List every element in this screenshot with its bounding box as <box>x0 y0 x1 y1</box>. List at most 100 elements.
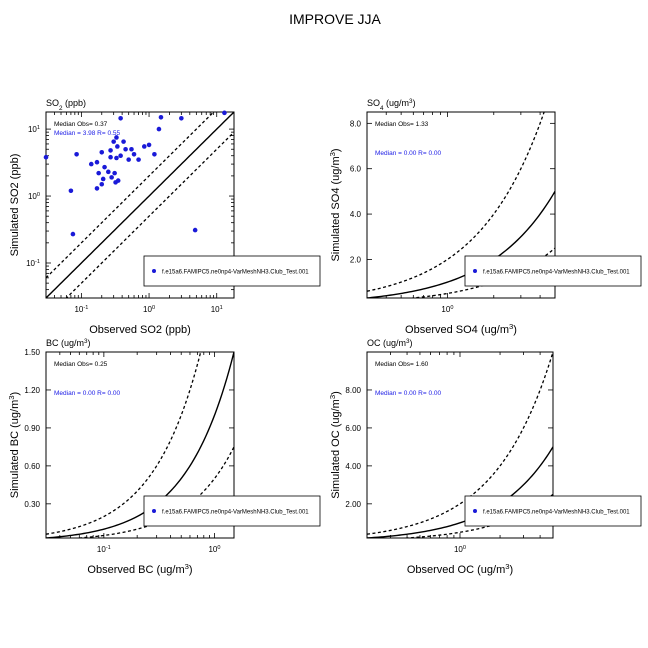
one-to-two-line <box>70 446 234 538</box>
data-point <box>109 175 114 180</box>
one-to-one-line <box>367 191 555 298</box>
data-point <box>146 142 152 148</box>
y-tick-label: 2.00 <box>345 500 361 509</box>
y-axis-label: Simulated SO4 (ug/m3) <box>328 148 343 261</box>
data-point <box>136 157 141 162</box>
data-point <box>152 152 157 157</box>
y-tick-label: 8.0 <box>350 119 362 128</box>
x-tick-label: 101 <box>211 305 223 314</box>
y-tick-label: 4.00 <box>345 462 361 471</box>
x-tick-label: 10-1 <box>97 545 111 554</box>
x-tick-label: 100 <box>143 305 155 314</box>
y-tick-label: 101 <box>28 125 40 134</box>
legend-box <box>143 495 321 527</box>
data-point <box>121 139 126 144</box>
legend-label: f.e15a6.FAMIPC5.ne0np4-VarMeshNH3.Club_T… <box>162 270 309 276</box>
x-axis-label: Observed OC (ug/m3) <box>407 562 513 577</box>
panel-2: 100 2.0 4.0 6.0 8.0 SO4 (ug/m3) Observed SO4 (… <box>328 98 642 337</box>
panel-4: 100 2.00 4.00 6.00 8.00 OC (ug/m3) Observed OC… <box>328 338 642 577</box>
data-point <box>115 178 121 183</box>
legend-marker <box>473 269 477 273</box>
median-obs-text: Median Obs= 1.33 <box>375 121 429 128</box>
one-to-one-line <box>46 112 234 298</box>
data-point <box>114 155 119 161</box>
x-tick-label: 10-1 <box>74 305 88 314</box>
legend-box <box>464 495 642 527</box>
plot-frame <box>45 351 235 539</box>
two-to-one-line <box>46 112 215 279</box>
median-model-text: Median = 3.98 R= 0.55 <box>54 130 121 137</box>
data-point <box>100 176 106 182</box>
legend-label: f.e15a6.FAMIPC5.ne0np4-VarMeshNH3.Club_T… <box>483 510 630 516</box>
panel-3: 10-1 100 0.30 0.60 0.90 1.20 1.50 BC (ug/m3) Obs… <box>7 338 321 576</box>
y-tick-label: 0.60 <box>24 462 40 471</box>
data-point <box>94 186 100 191</box>
y-axis-label: Simulated BC (ug/m3) <box>7 392 22 498</box>
median-model-text: Median = 0.00 R= 0.00 <box>54 390 121 397</box>
legend-marker <box>152 269 156 273</box>
data-point <box>118 115 123 121</box>
one-to-two-line <box>65 131 234 298</box>
x-axis-label: Observed SO2 (ppb) <box>89 324 191 336</box>
y-axis-label: Simulated OC (ug/m3) <box>328 391 343 499</box>
data-point <box>222 110 227 116</box>
data-point <box>94 159 100 165</box>
data-point <box>129 146 134 152</box>
data-point <box>88 161 94 167</box>
data-point <box>111 139 116 144</box>
legend-label: f.e15a6.FAMIPC5.ne0np4-VarMeshNH3.Club_T… <box>162 510 309 516</box>
y-tick-label: 10-1 <box>26 259 40 268</box>
x-tick-label: 100 <box>208 545 220 554</box>
plot-frame <box>45 111 235 299</box>
y-tick-label: 0.90 <box>24 424 40 433</box>
one-to-one-line <box>46 352 234 538</box>
data-point <box>102 164 107 170</box>
legend-marker <box>152 509 156 513</box>
data-point <box>99 150 105 155</box>
panel-title: OC (ug/m3) <box>367 338 413 349</box>
data-point <box>99 181 105 187</box>
one-to-one-line <box>367 446 553 538</box>
data-point <box>192 227 198 233</box>
y-tick-label: 6.0 <box>350 165 362 174</box>
legend-box <box>464 255 642 287</box>
median-obs-text: Median Obs= 0.37 <box>54 121 108 128</box>
y-tick-label: 6.00 <box>345 424 361 433</box>
two-to-one-line <box>46 352 202 535</box>
y-tick-label: 1.20 <box>24 386 40 395</box>
median-model-text: Median = 0.00 R= 0.00 <box>375 390 442 397</box>
data-point <box>96 170 101 176</box>
data-point <box>131 152 137 157</box>
data-point <box>126 157 131 162</box>
y-tick-label: 1.50 <box>24 348 40 357</box>
data-point <box>156 126 162 132</box>
data-point <box>179 115 184 121</box>
y-tick-label: 2.0 <box>350 255 362 264</box>
data-point <box>112 170 117 176</box>
panel-title: BC (ug/m3) <box>46 338 91 349</box>
y-tick-label: 4.0 <box>350 210 362 219</box>
panel-title: SO2 (ppb) <box>46 98 86 112</box>
data-point <box>74 152 79 157</box>
figure-title: IMPROVE JJA <box>289 11 381 27</box>
data-point <box>123 146 128 152</box>
data-point <box>70 231 76 237</box>
median-obs-text: Median Obs= 0.25 <box>54 361 108 368</box>
data-point <box>108 154 113 160</box>
data-point <box>114 135 119 140</box>
y-tick-label: 100 <box>28 192 40 201</box>
median-obs-text: Median Obs= 1.60 <box>375 361 429 368</box>
panel-title: SO4 (ug/m3) <box>367 98 416 112</box>
data-point <box>108 148 113 153</box>
legend-box <box>143 255 321 287</box>
x-axis-label: Observed SO4 (ug/m3) <box>405 322 517 337</box>
panel-1: 10-1 100 101 10-1 100 101 SO2 (ppb) Observed SO… <box>9 98 321 336</box>
y-tick-label: 8.00 <box>345 386 361 395</box>
median-model-text: Median = 0.00 R= 0.00 <box>375 150 442 157</box>
legend-marker <box>473 509 477 513</box>
two-to-one-line <box>367 112 545 292</box>
data-point <box>43 154 49 160</box>
data-point <box>115 144 120 149</box>
data-point <box>158 115 164 120</box>
